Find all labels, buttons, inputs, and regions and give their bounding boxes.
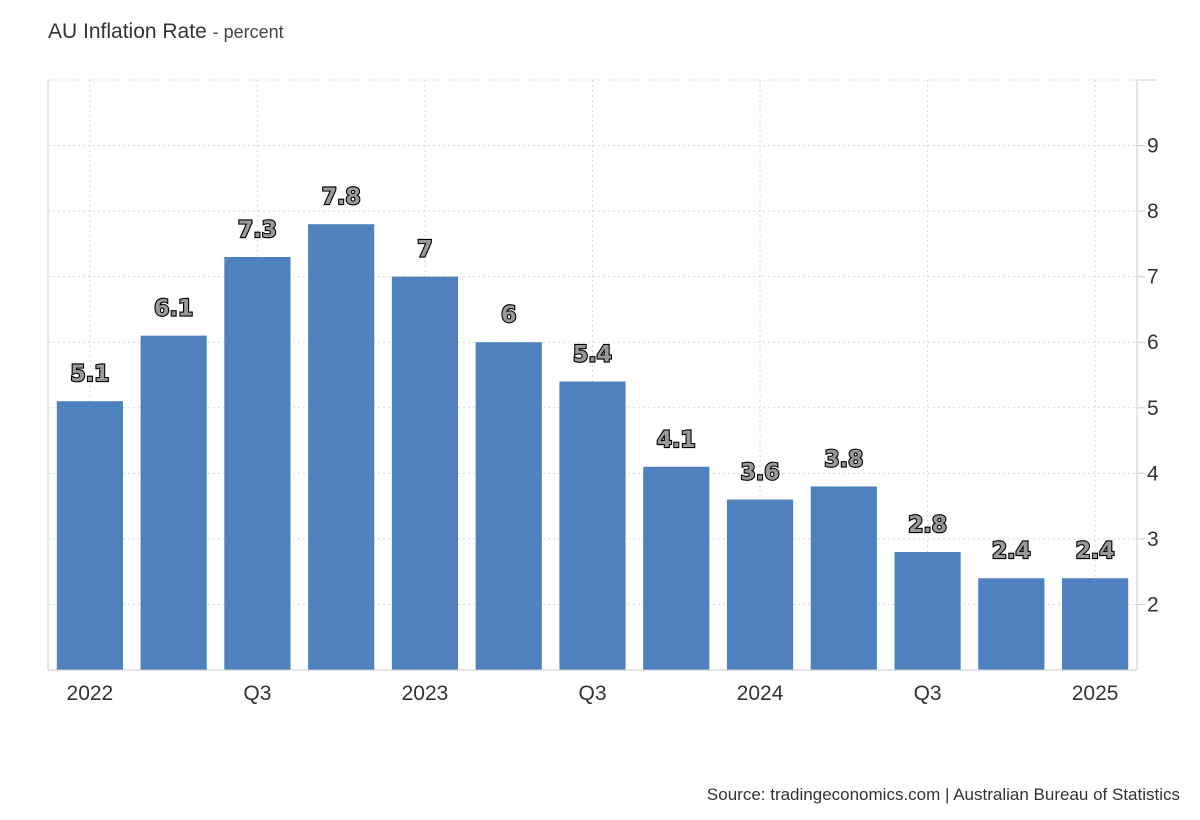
y-tick-label: 2 [1147, 593, 1159, 616]
data-label: 7.3 [238, 218, 277, 243]
data-label: 7.8 [322, 185, 361, 210]
bar[interactable] [559, 381, 626, 670]
x-tick-label: 2024 [737, 682, 784, 705]
bar[interactable] [1062, 578, 1129, 670]
value-labels: 5.1 6.1 7.3 7.8 7 6 5.4 4.1 3.6 3.8 2.8 2.4 2.4 [69, 184, 1115, 565]
data-label: 3.8 [824, 447, 863, 472]
x-tick-label: Q3 [578, 682, 606, 705]
data-label: 7 [417, 238, 432, 263]
data-label: 2.8 [908, 513, 947, 538]
bar[interactable] [224, 257, 291, 670]
y-tick-label: 5 [1147, 397, 1159, 420]
x-tick-label: Q3 [914, 682, 942, 705]
y-tick-label: 4 [1147, 462, 1159, 485]
data-label: 2.4 [1076, 539, 1115, 564]
x-tick-label: 2023 [402, 682, 449, 705]
data-label: 2.4 [992, 539, 1031, 564]
y-axis-ticks: 2 3 4 5 6 7 8 9 [1137, 135, 1159, 616]
data-label: 6.1 [154, 297, 193, 322]
y-tick-label: 8 [1147, 200, 1159, 223]
bar[interactable] [978, 578, 1045, 670]
bar[interactable] [643, 466, 710, 670]
chart-subtitle: - percent [212, 22, 284, 42]
bar[interactable] [308, 224, 375, 670]
chart-title-text: AU Inflation Rate [48, 20, 207, 43]
data-label: 4.1 [657, 428, 696, 453]
y-tick-label: 6 [1147, 331, 1159, 354]
y-tick-label: 9 [1147, 135, 1159, 158]
bar[interactable] [391, 276, 459, 670]
x-axis-ticks: 2022 Q3 2023 Q3 2024 Q3 2025 [67, 682, 1119, 705]
bar[interactable] [810, 486, 877, 670]
source-note: Source: tradingeconomics.com | Australia… [706, 785, 1180, 804]
x-tick-label: 2025 [1072, 682, 1119, 705]
data-label: 3.6 [741, 461, 780, 486]
bar[interactable] [894, 552, 961, 670]
bar[interactable] [56, 401, 123, 670]
x-tick-label: Q3 [243, 682, 271, 705]
bars [56, 224, 1129, 670]
data-label: 5.1 [70, 362, 109, 387]
data-label: 5.4 [573, 343, 612, 368]
y-tick-label: 3 [1147, 528, 1159, 551]
x-tick-label: 2022 [67, 682, 114, 705]
bar[interactable] [475, 342, 542, 670]
y-tick-label: 7 [1147, 266, 1159, 289]
bar[interactable] [726, 499, 794, 670]
axes [47, 79, 1157, 671]
data-label: 6 [501, 303, 516, 328]
bar[interactable] [140, 335, 207, 670]
chart-title: AU Inflation Rate - percent [48, 20, 284, 44]
